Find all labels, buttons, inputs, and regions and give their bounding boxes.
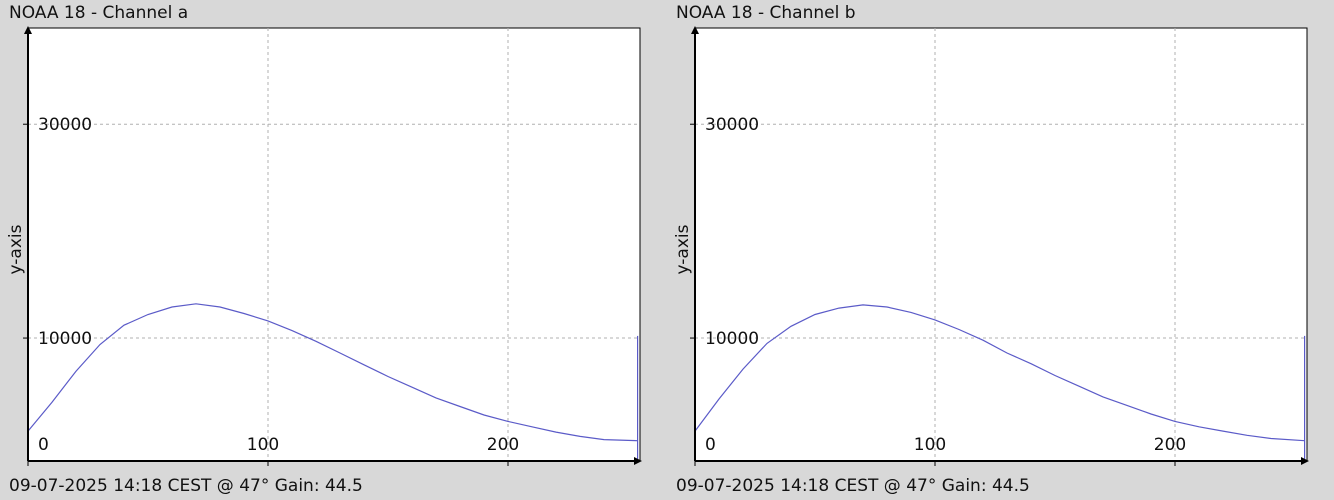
y-axis-arrow-icon — [24, 26, 32, 34]
y-tick-label: 10000 — [705, 329, 759, 349]
status-footer: 09-07-2025 14:18 CEST @ 47° Gain: 44.5 — [9, 476, 363, 496]
x-tick-label: 100 — [914, 435, 946, 455]
y-tick-label: 30000 — [705, 115, 759, 135]
y-axis-label: y-axis — [6, 224, 26, 274]
x-tick-label: 200 — [1154, 435, 1186, 455]
y-axis-arrow-icon — [691, 26, 699, 34]
x-axis-arrow-icon — [634, 457, 642, 465]
channel-a-panel: NOAA 18 - Channel a 0 100 200 10000 30000 y-a… — [6, 3, 642, 496]
channel-a-chart: 0 100 200 10000 30000 y-axis — [6, 26, 642, 466]
y-tick-label: 10000 — [38, 329, 92, 349]
y-axis-label: y-axis — [673, 224, 693, 274]
data-series-line — [694, 304, 1305, 442]
plot-area — [694, 27, 1308, 462]
chart-title: NOAA 18 - Channel a — [9, 3, 189, 23]
x-axis-arrow-icon — [1301, 457, 1309, 465]
x-tick-label: 0 — [38, 435, 49, 455]
data-series-line — [27, 303, 638, 442]
plot-area — [27, 27, 641, 462]
status-footer: 09-07-2025 14:18 CEST @ 47° Gain: 44.5 — [676, 476, 1030, 496]
x-tick-label: 200 — [487, 435, 519, 455]
chart-title: NOAA 18 - Channel b — [676, 3, 856, 23]
y-tick-label: 30000 — [38, 115, 92, 135]
x-tick-label: 100 — [247, 435, 279, 455]
channel-b-panel: NOAA 18 - Channel b 0 100 200 10000 30000 y-a… — [667, 0, 1334, 500]
x-tick-label: 0 — [705, 435, 716, 455]
channel-b-chart: 0 100 200 10000 30000 y-axis — [673, 26, 1309, 466]
